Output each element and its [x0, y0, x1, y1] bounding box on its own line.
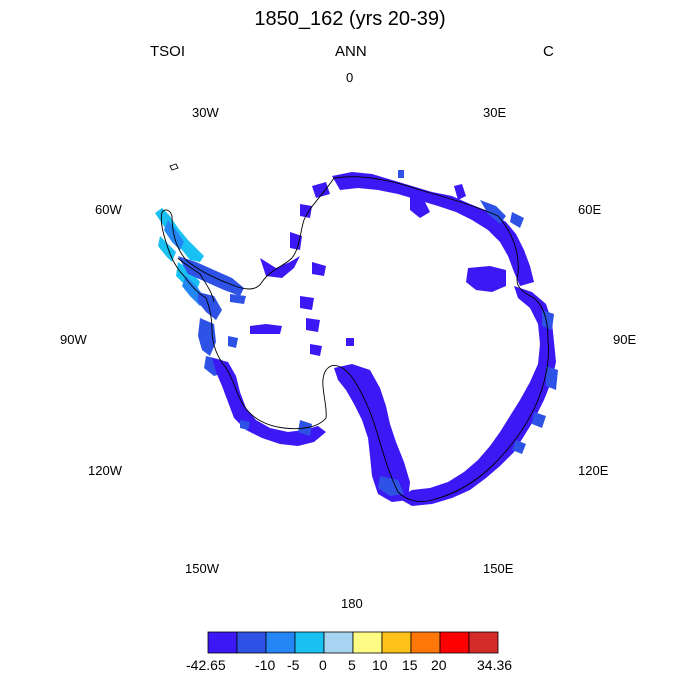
- east-coast-cells: [332, 172, 534, 286]
- variable-label: TSOI: [150, 43, 186, 60]
- coastline-island: [169, 163, 179, 171]
- lon-label-120e: 120E: [578, 463, 609, 478]
- coastline-main: [160, 176, 549, 503]
- lon-label-120w: 120W: [88, 463, 122, 478]
- inland-cells: [250, 262, 326, 356]
- map-title: 1850_162 (yrs 20-39): [254, 8, 446, 30]
- lon-label-0: 0: [346, 70, 354, 85]
- colorbar-swatch: [265, 631, 296, 654]
- colorbar-label-min: -42.65: [186, 657, 226, 673]
- colorbar-swatch: [439, 631, 470, 654]
- small-cell: [346, 338, 354, 346]
- season-label: ANN: [335, 43, 367, 60]
- colorbar-swatch: [294, 631, 325, 654]
- weddell-cells: [260, 182, 330, 278]
- colorbar-label-max: 34.36: [477, 657, 513, 673]
- lon-label-90e: 90E: [613, 332, 637, 347]
- lon-label-90w: 90W: [60, 332, 87, 347]
- colorbar-swatch: [468, 631, 499, 654]
- colorbar-label-5: 5: [348, 657, 356, 673]
- colorbar-swatch: [352, 631, 383, 654]
- lon-label-30w: 30W: [192, 105, 219, 120]
- colorbar-swatch: [381, 631, 412, 654]
- colorbar-label-15: 15: [402, 657, 418, 673]
- lon-label-30e: 30E: [483, 105, 507, 120]
- lon-label-60w: 60W: [95, 202, 122, 217]
- peninsula-cells-mid: [164, 220, 206, 306]
- lon-label-180: 180: [341, 596, 363, 611]
- colorbar-swatch: [410, 631, 441, 654]
- small-cell: [398, 170, 404, 178]
- colorbar-swatch: [236, 631, 267, 654]
- lon-label-150e: 150E: [483, 561, 514, 576]
- coastline: [160, 163, 549, 503]
- colorbar-label-0: 0: [319, 657, 327, 673]
- colorbar-swatch: [323, 631, 354, 654]
- lon-label-60e: 60E: [578, 202, 602, 217]
- colorbar-label-10: 10: [372, 657, 388, 673]
- colorbar-label-20: 20: [431, 657, 447, 673]
- colorbar-label-m5: -5: [287, 657, 300, 673]
- colorbar: [207, 631, 499, 654]
- amery-cells: [410, 184, 506, 292]
- lon-label-150w: 150W: [185, 561, 219, 576]
- ross-ice-cells: [334, 364, 410, 502]
- coastline-detail: [177, 257, 215, 303]
- colorbar-swatch: [207, 631, 238, 654]
- east-coast-cells-2: [398, 286, 556, 506]
- data-cells: [155, 170, 558, 506]
- units-label: C: [543, 43, 554, 60]
- colorbar-label-m10: -10: [255, 657, 276, 673]
